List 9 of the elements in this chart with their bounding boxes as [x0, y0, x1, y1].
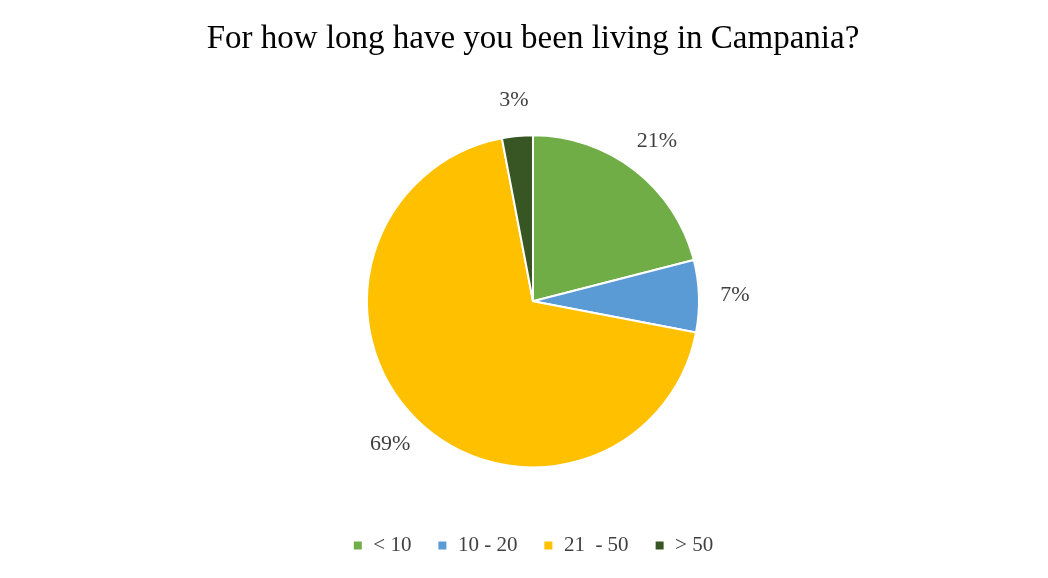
- legend-label: < 10: [373, 532, 412, 557]
- legend-label: 21 - 50: [563, 532, 629, 557]
- data-label: 69%: [370, 429, 411, 455]
- legend-label: 10 - 20: [457, 532, 518, 557]
- legend-label: > 50: [675, 532, 714, 557]
- data-label: 3%: [499, 85, 529, 111]
- data-label: 21%: [636, 127, 677, 153]
- chart-title: For how long have you been living in Campania?: [206, 19, 860, 56]
- data-label: 7%: [720, 280, 750, 306]
